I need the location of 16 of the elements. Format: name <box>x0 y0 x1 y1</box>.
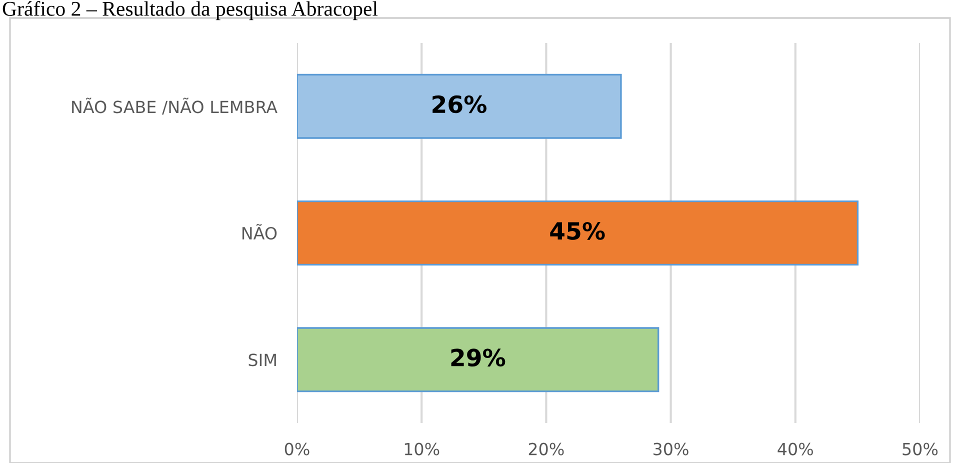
x-tick-label: 0% <box>284 442 310 456</box>
x-tick-label: 20% <box>528 442 564 456</box>
data-label: 45% <box>550 222 605 240</box>
x-tick-label: 30% <box>654 442 688 456</box>
chart-title: Gráfico 2 – Resultado da pesquisa Abracopel <box>2 1 378 20</box>
y-tick-label: NÃO <box>242 224 277 240</box>
bar <box>297 74 622 139</box>
x-tick-label: 50% <box>902 442 938 456</box>
y-tick-label: SIM <box>248 354 276 366</box>
data-label: 26% <box>432 95 486 114</box>
bar <box>297 327 660 392</box>
bar <box>297 200 859 266</box>
x-tick-label: 40% <box>778 442 813 456</box>
data-label: 29% <box>451 348 506 367</box>
x-tick-label: 10% <box>404 442 440 456</box>
y-tick-label: NÃO SABE /NÃO LEMBRA <box>72 98 278 115</box>
